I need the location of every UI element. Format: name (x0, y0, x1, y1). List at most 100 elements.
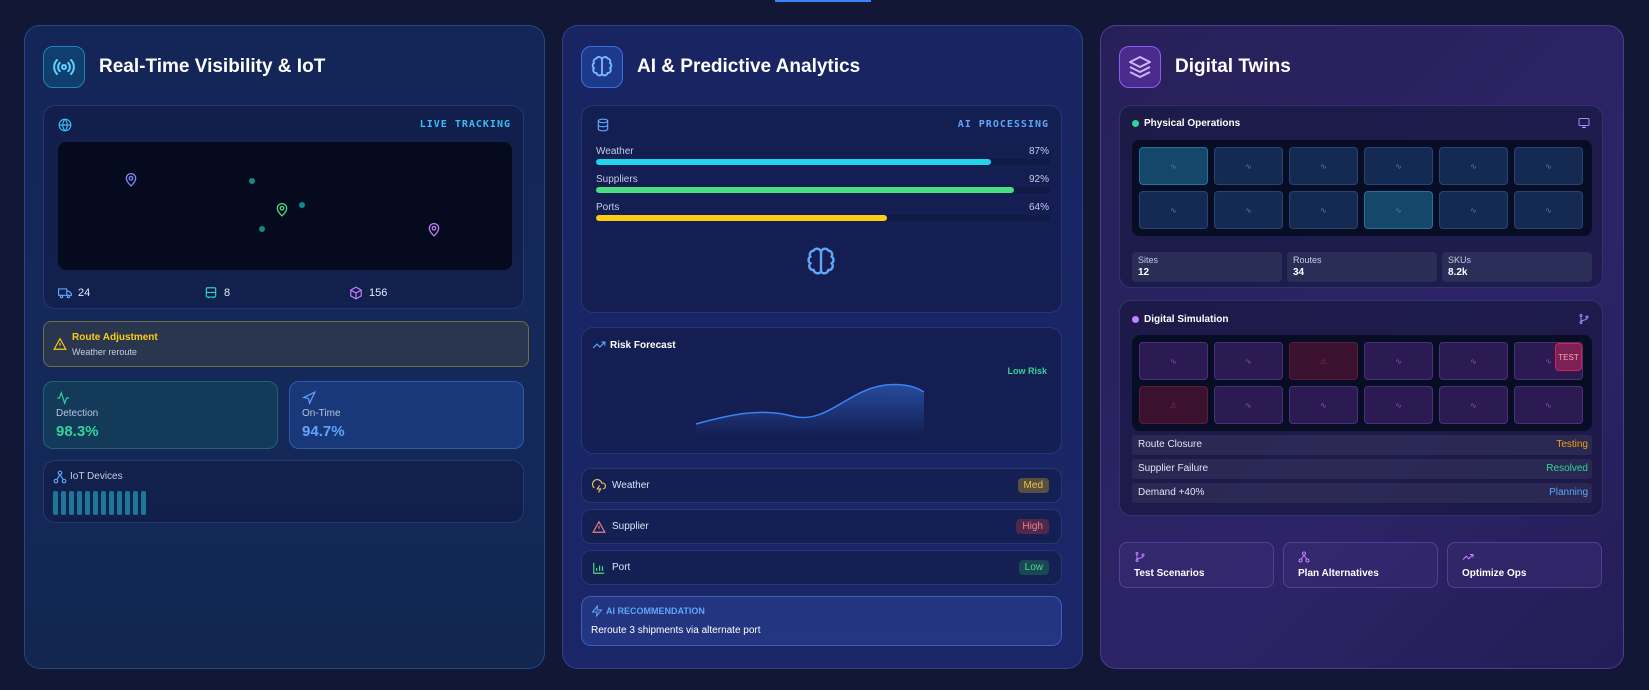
metric-skus: SKUs 8.2k (1442, 252, 1592, 282)
live-map-card: LIVE TRACKING 24 8 156 (43, 105, 524, 309)
activity-icon: ∿ (1470, 400, 1477, 410)
grid-cell[interactable]: ⚠ (1139, 386, 1208, 424)
factor-percent: 92% (1028, 174, 1049, 185)
action-label: Test Scenarios (1134, 568, 1205, 579)
activity-icon: ∿ (1245, 161, 1252, 171)
broadcast-icon (43, 46, 85, 88)
activity-icon: ∿ (1545, 205, 1552, 215)
grid-cell[interactable]: ∿ (1289, 386, 1358, 424)
factor-fill (596, 215, 887, 221)
grid-cell[interactable]: ∿ (1439, 386, 1508, 424)
kpi-label: Detection (56, 408, 99, 419)
metric-value: 12 (1138, 267, 1150, 278)
iot-device-bar (93, 491, 98, 515)
optimize-ops-button[interactable]: Optimize Ops (1447, 542, 1602, 588)
brain-processing-icon (807, 247, 835, 275)
risk-row-label: Weather (612, 480, 650, 491)
grid-cell[interactable]: ∿ (1364, 386, 1433, 424)
metric-label: SKUs (1448, 255, 1472, 265)
risk-row-port[interactable]: Port Low (581, 550, 1062, 585)
warning-icon (53, 337, 67, 350)
simulation-title: Digital Simulation (1144, 314, 1229, 325)
trending-up-icon (1462, 554, 1474, 560)
scenario-row[interactable]: Route Closure Testing (1132, 435, 1592, 455)
scenario-status: Resolved (1546, 463, 1588, 474)
grid-cell[interactable]: ∿ (1364, 342, 1433, 380)
metric-routes: Routes 34 (1287, 252, 1437, 282)
recommendation-text: Reroute 3 shipments via alternate port (591, 625, 761, 636)
zap-icon (591, 605, 603, 617)
metric-value: 34 (1293, 267, 1305, 278)
panel-ai-analytics: AI & Predictive Analytics AI PROCESSING … (562, 25, 1083, 669)
risk-row-label: Port (612, 562, 631, 573)
grid-cell[interactable]: ∿ (1289, 191, 1358, 229)
iot-device-bar (85, 491, 90, 515)
alert-triangle-icon (592, 520, 606, 533)
panel-header: AI & Predictive Analytics (581, 46, 860, 88)
iot-device-bar (77, 491, 82, 515)
iot-device-bar (101, 491, 106, 515)
iot-device-bar (141, 491, 146, 515)
stat-value: 156 (369, 287, 388, 299)
grid-cell[interactable]: ∿ (1364, 191, 1433, 229)
grid-cell[interactable]: ∿ (1364, 147, 1433, 185)
activity-icon: ∿ (1170, 205, 1177, 215)
ai-processing-label: AI PROCESSING (957, 119, 1049, 130)
grid-cell[interactable]: ⚠ (1289, 342, 1358, 380)
kpi-on-time[interactable]: On-Time 94.7% (289, 381, 524, 449)
grid-cell[interactable]: ∿ (1514, 386, 1583, 424)
scenario-row[interactable]: Supplier Failure Resolved (1132, 459, 1592, 479)
grid-cell[interactable]: ∿ (1514, 147, 1583, 185)
map-pin-icon[interactable] (124, 172, 138, 188)
factor-track (596, 187, 1050, 193)
risk-row-weather[interactable]: Weather Med (581, 468, 1062, 503)
activity-icon: ∿ (1170, 356, 1177, 366)
activity-icon: ∿ (1320, 161, 1327, 171)
grid-cell[interactable]: ∿ (1214, 386, 1283, 424)
test-scenarios-button[interactable]: Test Scenarios (1119, 542, 1274, 588)
map-dot[interactable] (299, 202, 305, 208)
route-alert[interactable]: Route Adjustment Weather reroute (43, 321, 529, 367)
globe-icon (58, 118, 72, 132)
map-pin-icon[interactable] (275, 202, 289, 218)
plan-alternatives-button[interactable]: Plan Alternatives (1283, 542, 1438, 588)
cloud-lightning-icon (592, 479, 606, 493)
top-accent-bar (775, 0, 871, 2)
risk-badge: Low (1018, 560, 1049, 575)
scenario-row[interactable]: Demand +40% Planning (1132, 483, 1592, 503)
grid-cell[interactable]: ∿ (1139, 191, 1208, 229)
scenario-label: Supplier Failure (1138, 463, 1209, 474)
grid-cell[interactable]: ∿ (1214, 191, 1283, 229)
map-dot[interactable] (249, 178, 255, 184)
activity-icon: ∿ (1245, 400, 1252, 410)
map-dot[interactable] (259, 226, 265, 232)
grid-cell[interactable]: ∿ (1439, 191, 1508, 229)
grid-cell[interactable]: ∿ (1514, 191, 1583, 229)
metric-label: Sites (1138, 255, 1159, 265)
stat-value: 8 (224, 287, 231, 299)
activity-icon: ∿ (1395, 400, 1402, 410)
kpi-detection[interactable]: Detection 98.3% (43, 381, 278, 449)
grid-cell[interactable]: ∿ (1439, 147, 1508, 185)
tracking-map[interactable] (58, 142, 512, 270)
metric-label: Routes (1293, 255, 1322, 265)
ai-recommendation[interactable]: AI RECOMMENDATION Reroute 3 shipments vi… (581, 596, 1062, 646)
grid-cell[interactable]: ∿ (1214, 342, 1283, 380)
alert-subtitle: Weather reroute (72, 347, 137, 357)
grid-cell[interactable]: ∿ (1139, 342, 1208, 380)
activity-icon: ∿ (1545, 400, 1552, 410)
iot-device-bar (69, 491, 74, 515)
grid-cell[interactable]: ∿ (1214, 147, 1283, 185)
git-branch-icon (1579, 314, 1589, 324)
panel-title: Real-Time Visibility & IoT (99, 56, 326, 77)
risk-row-supplier[interactable]: Supplier High (581, 509, 1062, 544)
activity-icon: ∿ (1245, 356, 1252, 366)
metric-sites: Sites 12 (1132, 252, 1282, 282)
grid-cell[interactable]: ∿ (1139, 147, 1208, 185)
grid-cell[interactable]: ∿ (1439, 342, 1508, 380)
activity-icon: ∿ (1320, 400, 1327, 410)
map-pin-icon[interactable] (427, 222, 441, 238)
stat-buses: 8 (204, 286, 230, 300)
grid-cell[interactable]: ∿ (1289, 147, 1358, 185)
activity-icon: ∿ (1170, 161, 1177, 171)
